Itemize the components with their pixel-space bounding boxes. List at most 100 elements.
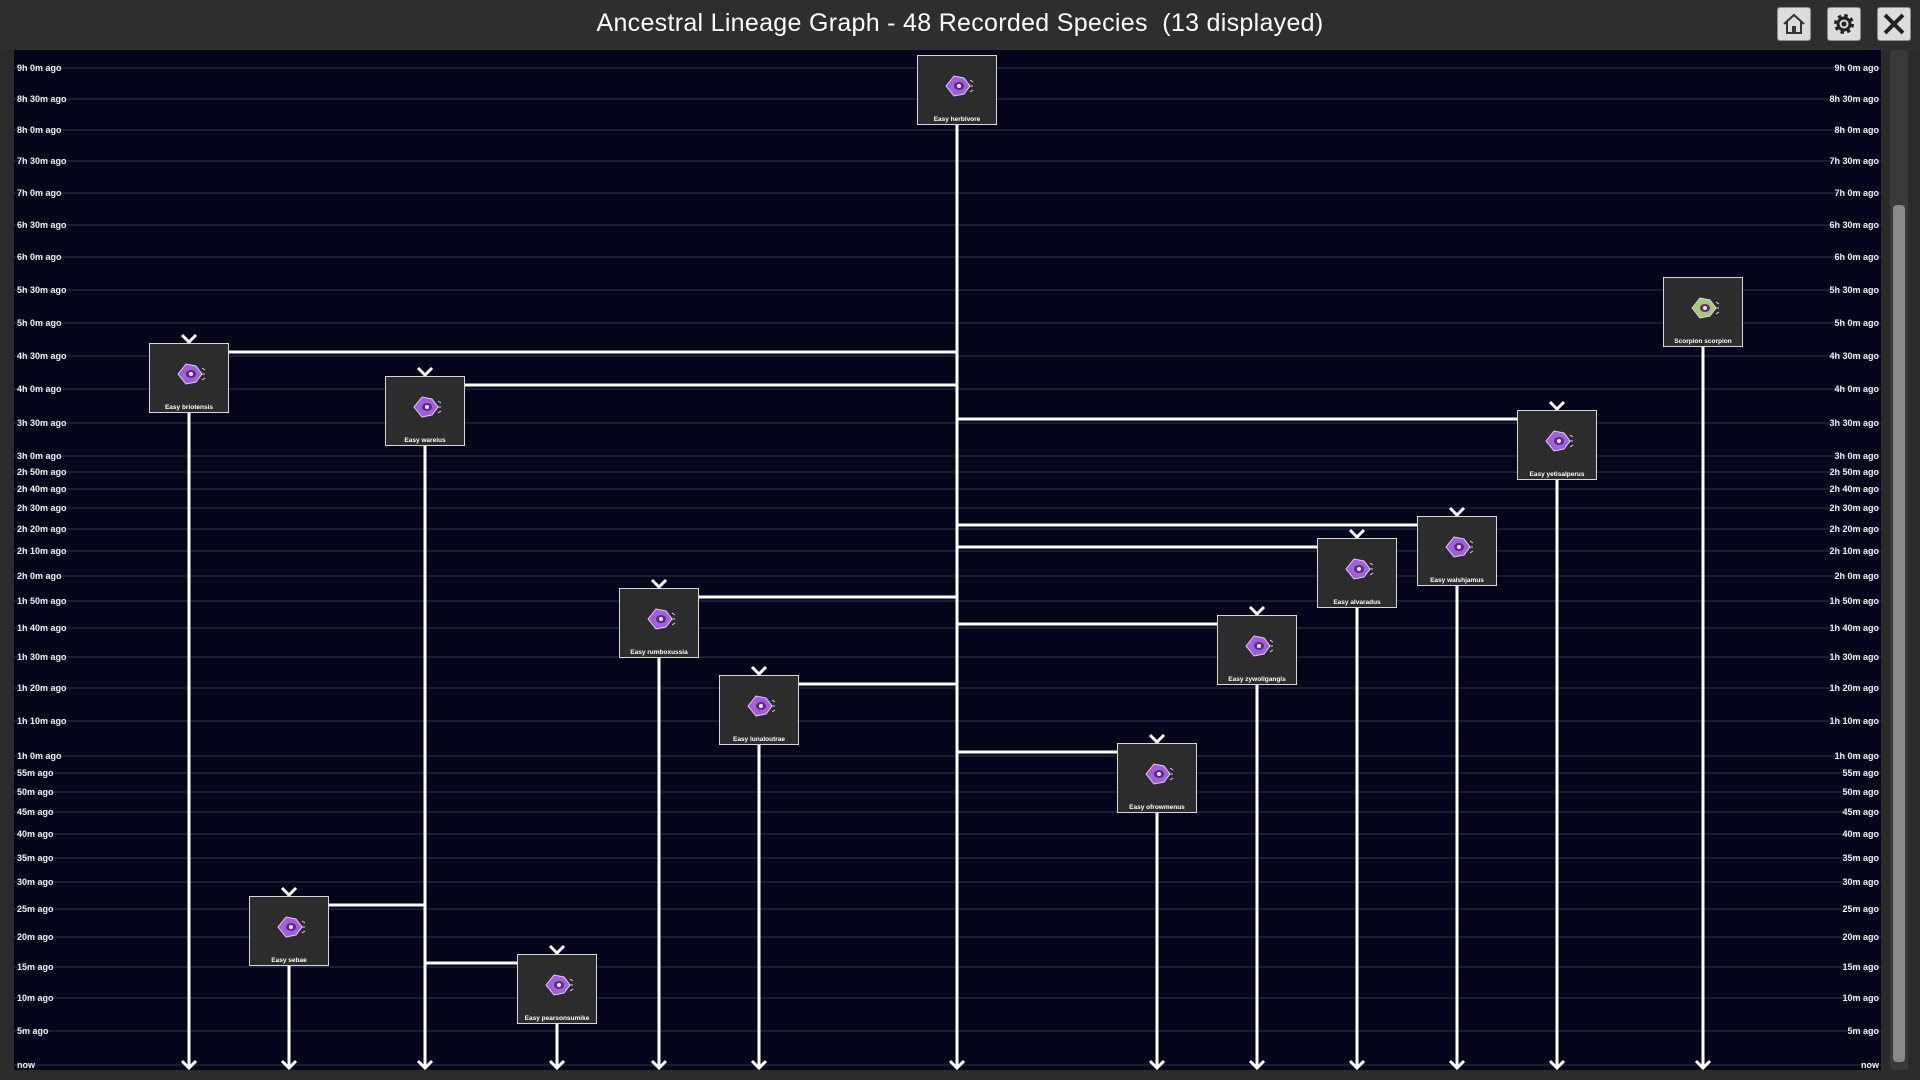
branch-arrow (1448, 506, 1466, 518)
down-arrow (1148, 1059, 1166, 1070)
tick-label-left: 50m ago (17, 787, 54, 797)
tick-label-left: 6h 30m ago (17, 220, 67, 230)
tick-label-left: 5h 0m ago (17, 318, 62, 328)
vertical-scrollbar[interactable] (1890, 50, 1908, 1070)
tick-label-left: now (17, 1060, 35, 1070)
tick-label-right: 9h 0m ago (1834, 63, 1879, 73)
tick-label-left: 30m ago (17, 877, 54, 887)
tick-label-left: 7h 0m ago (17, 188, 62, 198)
tick-label-left: 8h 0m ago (17, 125, 62, 135)
tick-label-left: 35m ago (17, 853, 54, 863)
branch-arrow (548, 944, 566, 956)
species-card[interactable]: Easy walshjamus (1417, 516, 1497, 586)
species-name: Easy ofrowmenus (1129, 804, 1185, 811)
home-button[interactable] (1777, 7, 1811, 41)
purple-cell-icon (277, 916, 306, 938)
tick-label-left: 10m ago (17, 993, 54, 1003)
tick-label-left: 15m ago (17, 962, 54, 972)
species-card[interactable]: Easy herbivore (917, 55, 997, 125)
species-card[interactable]: Easy alvaradus (1317, 538, 1397, 608)
tick-label-left: 4h 30m ago (17, 351, 67, 361)
species-name: Easy herbivore (933, 116, 981, 123)
species-card[interactable]: Easy yetisalperus (1517, 410, 1597, 480)
species-card[interactable]: Scorpion scorpion (1663, 277, 1743, 347)
down-arrow (1348, 1059, 1366, 1070)
tick-label-right: 1h 10m ago (1829, 716, 1879, 726)
tick-label-left: 2h 40m ago (17, 484, 67, 494)
scrollbar-thumb[interactable] (1893, 205, 1905, 1062)
tick-label-right: 5h 30m ago (1829, 285, 1879, 295)
tick-label-right: 30m ago (1842, 877, 1879, 887)
branch-arrow (1148, 733, 1166, 745)
purple-cell-icon (647, 608, 676, 630)
tick-label-right: 6h 30m ago (1829, 220, 1879, 230)
tick-label-left: 5h 30m ago (17, 285, 67, 295)
gear-icon (1834, 14, 1854, 34)
branch-arrow (1248, 605, 1266, 617)
down-arrow (280, 1059, 298, 1070)
down-arrow (948, 1059, 966, 1070)
tick-label-left: 4h 0m ago (17, 384, 62, 394)
species-name: Easy briotensis (164, 404, 214, 411)
tick-label-left: 1h 50m ago (17, 596, 67, 606)
settings-button[interactable] (1827, 7, 1861, 41)
species-name: Easy alvaradus (1333, 599, 1381, 606)
tick-label-right: 35m ago (1842, 853, 1879, 863)
species-name: Easy wareius (404, 437, 446, 444)
species-card[interactable]: Easy sebae (249, 896, 329, 966)
tick-label-right: 1h 40m ago (1829, 623, 1879, 633)
tick-label-left: 2h 50m ago (17, 467, 67, 477)
tick-label-right: 45m ago (1842, 807, 1879, 817)
species-card[interactable]: Easy rumboxussia (619, 588, 699, 658)
tick-label-right: 25m ago (1842, 904, 1879, 914)
tick-label-left: 1h 30m ago (17, 652, 67, 662)
close-icon (1883, 13, 1905, 35)
tick-label-right: 10m ago (1842, 993, 1879, 1003)
tick-label-right: 1h 50m ago (1829, 596, 1879, 606)
species-card[interactable]: Easy lunaloutrae (719, 675, 799, 745)
tick-label-right: 55m ago (1842, 768, 1879, 778)
species-card[interactable]: Easy zywollgangis (1217, 615, 1297, 685)
green-cell-icon (1691, 297, 1720, 319)
tick-label-right: 3h 0m ago (1834, 451, 1879, 461)
tick-label-right: 2h 40m ago (1829, 484, 1879, 494)
tick-label-right: 2h 10m ago (1829, 546, 1879, 556)
branch-arrow (180, 333, 198, 345)
down-arrow (416, 1059, 434, 1070)
tick-label-right: 3h 30m ago (1829, 418, 1879, 428)
close-button[interactable] (1877, 7, 1911, 41)
species-card[interactable]: Easy pearsonsumike (517, 954, 597, 1024)
tick-label-right: 6h 0m ago (1834, 252, 1879, 262)
branch-arrow (750, 665, 768, 677)
tick-label-left: 2h 0m ago (17, 571, 62, 581)
lineage-graph[interactable]: 9h 0m ago 9h 0m ago 8h 30m ago 8h 30m ago 8h… (14, 50, 1881, 1070)
species-card[interactable]: Easy ofrowmenus (1117, 743, 1197, 813)
tick-label-left: 1h 0m ago (17, 751, 62, 761)
down-arrow (1548, 1059, 1566, 1070)
tick-label-left: 20m ago (17, 932, 54, 942)
down-arrow (750, 1059, 768, 1070)
species-card[interactable]: Easy wareius (385, 376, 465, 446)
purple-cell-icon (545, 974, 574, 996)
tick-label-right: 1h 0m ago (1834, 751, 1879, 761)
purple-cell-icon (1545, 430, 1574, 452)
tick-label-right: 2h 0m ago (1834, 571, 1879, 581)
species-card[interactable]: Easy briotensis (149, 343, 229, 413)
species-name: Easy sebae (271, 957, 307, 964)
purple-cell-icon (945, 75, 974, 97)
down-arrow (1448, 1059, 1466, 1070)
tick-label-left: 45m ago (17, 807, 54, 817)
species-name: Easy zywollgangis (1228, 676, 1286, 683)
down-arrow (1694, 1059, 1712, 1070)
window-title: Ancestral Lineage Graph - 48 Recorded Sp… (596, 9, 1324, 37)
tick-label-right: 5h 0m ago (1834, 318, 1879, 328)
species-name: Scorpion scorpion (1674, 338, 1732, 345)
tick-label-right: 2h 50m ago (1829, 467, 1879, 477)
purple-cell-icon (1245, 635, 1274, 657)
tick-label-right: 15m ago (1842, 962, 1879, 972)
tick-label-right: 7h 30m ago (1829, 156, 1879, 166)
house-icon (1783, 13, 1805, 34)
tick-label-right: 1h 20m ago (1829, 683, 1879, 693)
branch-arrow (280, 886, 298, 898)
purple-cell-icon (1145, 763, 1174, 785)
